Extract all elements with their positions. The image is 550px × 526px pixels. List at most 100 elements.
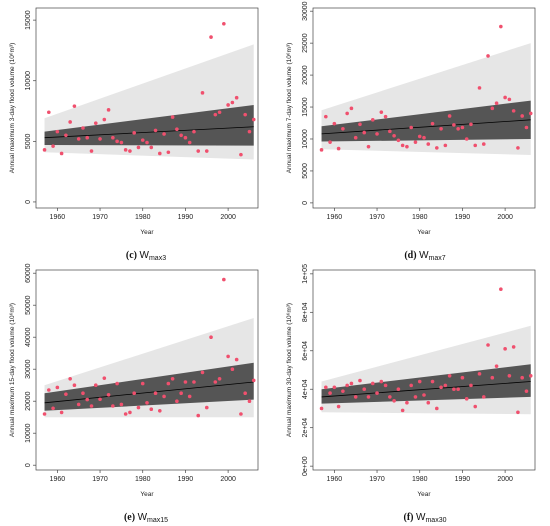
data-point (349, 106, 354, 111)
plot-border (312, 7, 536, 209)
data-point (166, 381, 171, 386)
y-tick-label: 5000 (25, 133, 32, 149)
data-point (247, 129, 252, 134)
data-point (200, 370, 205, 375)
panel-caption: (e) Wmax15 (124, 512, 168, 524)
data-point (222, 277, 226, 282)
data-point (507, 373, 512, 378)
caption-subscript: max30 (425, 517, 446, 524)
x-tick-label: 1990 (178, 476, 194, 483)
data-point (319, 148, 324, 152)
data-point (243, 112, 247, 117)
data-point (187, 140, 192, 145)
x-tick-label: 1980 (412, 214, 428, 221)
y-tick-label: 0e+00 (302, 456, 309, 476)
data-point (72, 104, 77, 108)
y-tick-label: 2e+04 (302, 418, 309, 438)
data-point (111, 135, 115, 140)
caption-letter: (c) (126, 250, 140, 261)
data-point (490, 375, 495, 380)
plot-border (35, 7, 259, 209)
data-point (332, 385, 337, 390)
caption-letter: (f) (404, 512, 417, 523)
data-point (499, 24, 503, 29)
data-point (128, 149, 132, 153)
data-point (464, 137, 469, 141)
x-tick-label: 1990 (178, 214, 194, 221)
data-point (456, 126, 460, 131)
data-point (481, 395, 486, 399)
data-point (435, 146, 439, 150)
data-point (55, 385, 60, 390)
data-point (123, 148, 128, 152)
data-point (473, 143, 478, 148)
data-point (102, 376, 107, 380)
data-point (417, 379, 422, 384)
data-point (81, 126, 85, 130)
data-point (72, 383, 77, 388)
data-point (140, 138, 145, 142)
data-point (388, 129, 392, 134)
data-point (64, 392, 68, 396)
data-point (222, 21, 226, 26)
y-tick-label: 0 (25, 463, 32, 467)
x-axis-label: Year (417, 491, 431, 498)
data-point (443, 143, 448, 148)
data-point (528, 111, 533, 116)
data-point (319, 406, 324, 411)
x-tick-label: 1960 (327, 476, 343, 483)
y-tick-label: 6e+04 (302, 341, 309, 361)
data-point (132, 391, 136, 396)
data-point (162, 394, 166, 399)
data-point (375, 391, 379, 395)
data-point (358, 378, 362, 383)
data-point (349, 381, 354, 386)
x-tick-label: 1980 (412, 476, 428, 483)
x-tick-label: 1970 (92, 476, 108, 483)
data-point (345, 111, 349, 116)
x-tick-label: 2000 (220, 476, 236, 483)
y-tick-label: 1e+05 (302, 264, 309, 284)
inner-band (321, 100, 531, 142)
y-axis-label: Annual maximum 7-day flood volume (10⁶m³… (286, 43, 293, 174)
data-point (42, 412, 47, 416)
data-point (102, 117, 107, 122)
y-tick-label: 20000 (25, 391, 32, 411)
y-tick-label: 10000 (302, 129, 309, 149)
y-tick-label: 10000 (25, 71, 32, 91)
data-point (149, 407, 154, 412)
y-tick-label: 15000 (25, 10, 32, 30)
data-point (426, 400, 431, 405)
trend-line (321, 119, 531, 135)
data-point (145, 401, 149, 405)
data-point (409, 125, 413, 130)
data-point (426, 142, 431, 146)
data-point (106, 108, 111, 112)
data-point (59, 410, 64, 415)
data-point (128, 410, 132, 415)
y-tick-label: 15000 (302, 97, 309, 117)
data-point (51, 144, 55, 148)
data-point (209, 335, 213, 340)
caption-variable: W (140, 250, 150, 261)
data-point (76, 137, 81, 141)
data-point (93, 121, 98, 125)
data-point (200, 91, 205, 95)
data-point (511, 109, 516, 113)
data-point (464, 397, 469, 401)
data-point (477, 372, 482, 376)
data-point (115, 381, 119, 386)
data-point (392, 398, 396, 403)
data-point (68, 120, 72, 124)
y-tick-label: 0 (25, 200, 32, 204)
chart-panel-c: 1960 1970 1980 1990 2000 0 5000 10000 15000 Year A… (9, 7, 259, 262)
data-point (239, 152, 243, 157)
data-point (486, 54, 490, 58)
x-tick-label: 1960 (327, 214, 343, 221)
data-point (413, 395, 418, 399)
data-point (430, 121, 435, 126)
data-point (409, 383, 413, 388)
data-point (383, 114, 388, 119)
data-point (98, 137, 102, 141)
data-point (64, 133, 68, 138)
